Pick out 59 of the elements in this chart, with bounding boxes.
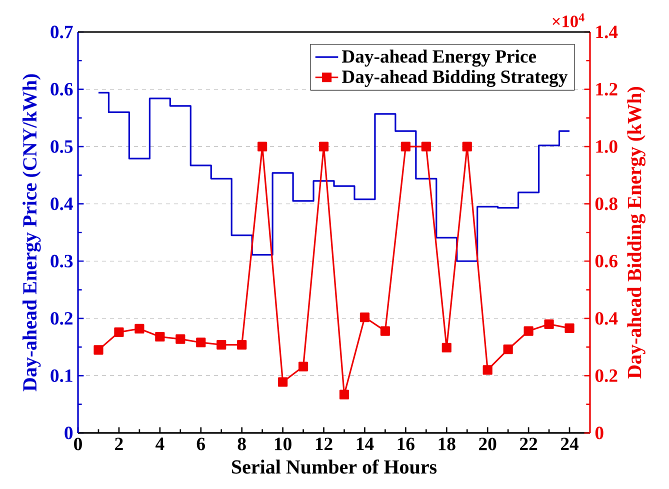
y2-tick-label: 0: [595, 426, 604, 440]
y-tick-label: 0.1: [50, 369, 72, 382]
y-tick-label: 0.5: [50, 140, 73, 153]
y2-tick-label: 0.4: [595, 312, 618, 325]
y2-tick-label: 1.4: [596, 26, 618, 38]
x-tick-label: 16: [398, 438, 414, 450]
y2-tick-label: 0.8: [595, 198, 618, 210]
y-axis-title: Day-ahead Energy Price (CNY/kWh): [22, 74, 41, 392]
point: [339, 390, 350, 400]
x-tick-label: 22: [520, 438, 538, 450]
x-axis-title: Serial Number of Hours: [232, 459, 437, 474]
x-tick-label: 12: [316, 438, 332, 450]
x-tick-label: 6: [196, 438, 205, 450]
point: [564, 323, 574, 333]
point: [216, 340, 226, 350]
x-tick-label: 24: [560, 438, 579, 450]
point: [524, 326, 534, 336]
y2-tick-label: 1.0: [596, 140, 618, 153]
x-tick-label: 4: [156, 438, 164, 450]
point: [482, 365, 492, 375]
point: [196, 338, 206, 348]
point: [421, 142, 431, 152]
y-tick-label: 0.6: [50, 82, 73, 96]
point: [400, 142, 410, 152]
point: [298, 362, 308, 372]
point: [380, 326, 390, 336]
legend-label: Day-ahead Bidding Strategy: [342, 70, 568, 87]
x-tick-label: 10: [274, 438, 292, 450]
x-tick-label: 0: [74, 438, 82, 450]
x-tick-label: 14: [356, 438, 374, 450]
point: [237, 340, 247, 350]
point: [544, 319, 554, 329]
y-tick-label: 0.4: [50, 198, 73, 210]
y2-axis-title: Day-ahead Bidding Energy (kWh): [627, 86, 646, 379]
point: [94, 345, 104, 355]
point: [503, 344, 513, 354]
point: [360, 312, 370, 322]
point: [134, 324, 144, 334]
x-tick-label: 20: [479, 438, 496, 450]
point: [442, 342, 452, 352]
x-tick-label: 18: [438, 438, 456, 450]
y2-tick-label: 0.2: [595, 369, 618, 382]
point: [176, 334, 186, 344]
y-tick-label: 0.2: [50, 312, 72, 325]
y-tick-label: 0: [64, 426, 73, 440]
y2-tick-label: 0.6: [595, 254, 618, 268]
text: ×10$^{4}$: [552, 13, 584, 28]
point: [318, 142, 329, 152]
legend-label: Day-ahead Energy Price: [342, 50, 536, 67]
y2-tick-label: 1.2: [596, 82, 618, 96]
y-tick-label: 0.3: [50, 254, 73, 268]
x-tick-label: 8: [238, 438, 246, 450]
point: [114, 327, 124, 337]
y-tick-label: 0.7: [50, 26, 73, 38]
point: [258, 142, 268, 152]
point: [462, 142, 472, 152]
point: [155, 332, 165, 342]
point: [278, 377, 288, 387]
x-tick-label: 2: [115, 438, 123, 450]
